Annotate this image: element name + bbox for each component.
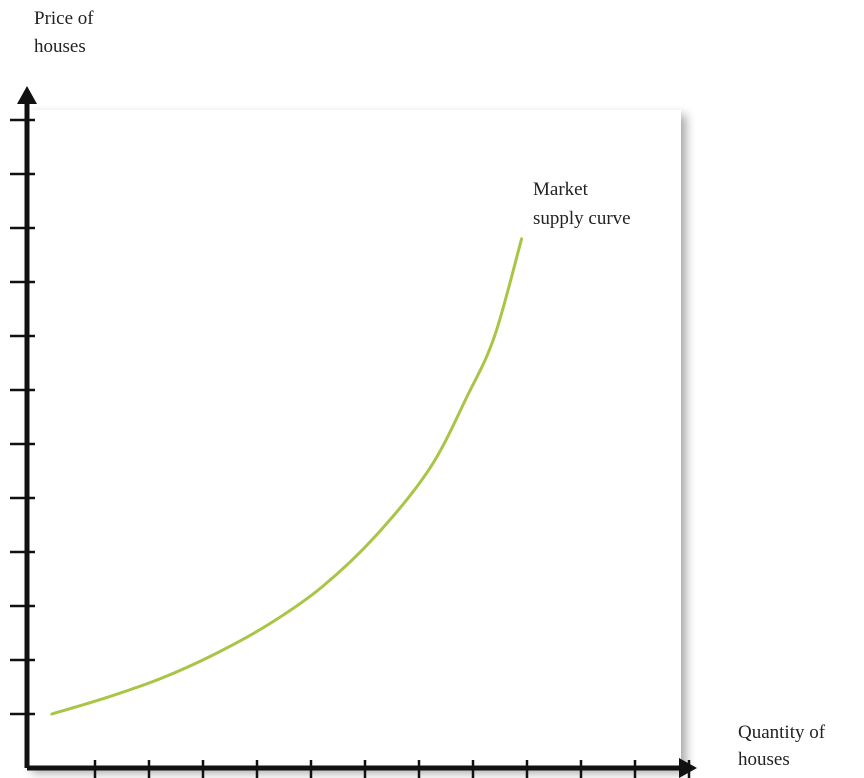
x-axis-title: Quantity of houses xyxy=(738,722,826,770)
y-axis-title: Price of houses xyxy=(34,8,94,57)
market-supply-curve xyxy=(50,237,524,716)
y-axis-title-line-2: houses xyxy=(34,36,86,57)
x-axis-title-line-2: houses xyxy=(738,749,790,770)
y-axis xyxy=(10,86,37,768)
supply-curve-label-line-1: Market xyxy=(533,179,589,200)
supply-curve-label-line-2: supply curve xyxy=(533,208,631,229)
y-axis-arrow xyxy=(17,86,37,104)
x-axis-title-line-1: Quantity of xyxy=(738,722,826,743)
plot-panel xyxy=(27,110,681,768)
y-axis-title-line-1: Price of xyxy=(34,8,94,29)
supply-curve-label: Market supply curve xyxy=(533,179,631,229)
x-axis xyxy=(27,758,697,778)
